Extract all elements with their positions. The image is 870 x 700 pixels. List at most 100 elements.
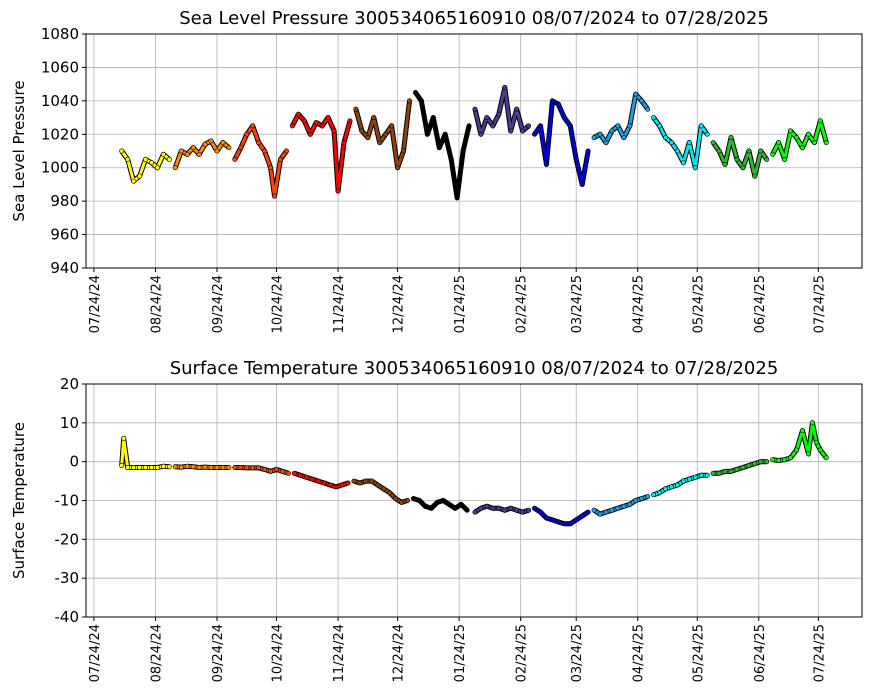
data-point	[645, 494, 651, 500]
series-line	[593, 92, 649, 145]
data-point	[674, 482, 680, 488]
data-point	[609, 507, 615, 513]
data-point	[369, 478, 375, 484]
data-point	[208, 138, 214, 144]
data-point	[184, 463, 190, 469]
x-tick-label: 07/24/25	[812, 275, 827, 333]
series-line	[120, 436, 170, 469]
y-tick-label: 980	[50, 192, 79, 210]
data-point	[131, 464, 137, 470]
data-point	[794, 447, 800, 453]
data-point	[244, 465, 250, 471]
data-point	[137, 173, 143, 179]
data-point	[424, 131, 430, 137]
data-point	[799, 428, 805, 434]
data-point	[121, 435, 127, 441]
data-point	[823, 140, 829, 146]
y-tick-label: 20	[60, 375, 79, 393]
data-point	[657, 123, 663, 129]
data-point	[285, 470, 291, 476]
x-tick-label: 10/24/24	[271, 624, 286, 682]
y-tick-label: -20	[55, 530, 80, 548]
data-point	[351, 478, 357, 484]
x-tick-label: 12/24/24	[392, 275, 407, 333]
data-point	[615, 505, 621, 511]
data-point	[537, 123, 543, 129]
data-point	[458, 501, 464, 507]
data-point	[184, 151, 190, 157]
data-point	[428, 505, 434, 511]
data-point	[256, 140, 262, 146]
x-tick-label: 08/24/24	[149, 624, 164, 682]
data-point	[172, 165, 178, 171]
x-tick-label: 06/24/25	[753, 624, 768, 682]
data-point	[262, 466, 268, 472]
data-point	[770, 457, 776, 463]
data-point	[389, 123, 395, 129]
data-point	[555, 101, 561, 107]
data-point	[327, 482, 333, 488]
series-line	[713, 460, 767, 475]
data-point	[283, 148, 289, 154]
data-point	[716, 148, 722, 154]
series-line	[533, 99, 590, 186]
data-point	[591, 135, 597, 141]
series-line	[652, 116, 709, 170]
data-point	[460, 148, 466, 154]
data-point	[704, 472, 710, 478]
data-point	[154, 165, 160, 171]
data-point	[220, 140, 226, 146]
data-point	[393, 496, 399, 502]
data-point	[131, 178, 137, 184]
data-point	[484, 115, 490, 121]
data-point	[526, 123, 532, 129]
data-point	[794, 135, 800, 141]
data-point	[190, 145, 196, 151]
data-point	[452, 505, 458, 511]
data-point	[668, 484, 674, 490]
data-point	[788, 455, 794, 461]
data-point	[728, 468, 734, 474]
data-point	[758, 459, 764, 465]
data-point	[220, 464, 226, 470]
y-tick-label: 960	[50, 226, 79, 244]
data-point	[716, 470, 722, 476]
data-point	[532, 131, 538, 137]
data-point	[776, 140, 782, 146]
data-point	[805, 451, 811, 457]
data-point	[752, 461, 758, 467]
data-point	[238, 464, 244, 470]
series-line	[473, 86, 530, 136]
data-point	[651, 115, 657, 121]
x-tick-label: 07/24/24	[88, 624, 103, 682]
data-point	[148, 160, 154, 166]
data-point	[585, 148, 591, 154]
x-tick-label: 07/24/25	[812, 624, 827, 682]
data-point	[119, 463, 125, 469]
data-point	[817, 447, 823, 453]
data-point	[609, 128, 615, 134]
data-point	[502, 507, 508, 513]
data-point	[692, 165, 698, 171]
data-point	[309, 476, 315, 482]
y-tick-label: 940	[50, 259, 79, 277]
data-point	[137, 464, 143, 470]
data-point	[143, 156, 149, 162]
data-point	[430, 115, 436, 121]
data-point	[357, 480, 363, 486]
data-point	[178, 464, 184, 470]
data-point	[335, 188, 341, 194]
data-point	[549, 517, 555, 523]
x-tick-label: 11/24/24	[332, 624, 347, 682]
data-point	[319, 123, 325, 129]
data-point	[208, 464, 214, 470]
data-point	[377, 140, 383, 146]
y-tick-label: 0	[69, 453, 79, 471]
data-point	[704, 131, 710, 137]
data-point	[633, 91, 639, 97]
data-point	[740, 165, 746, 171]
data-point	[466, 123, 472, 129]
data-point	[579, 181, 585, 187]
data-point	[621, 503, 627, 509]
data-point	[496, 111, 502, 117]
